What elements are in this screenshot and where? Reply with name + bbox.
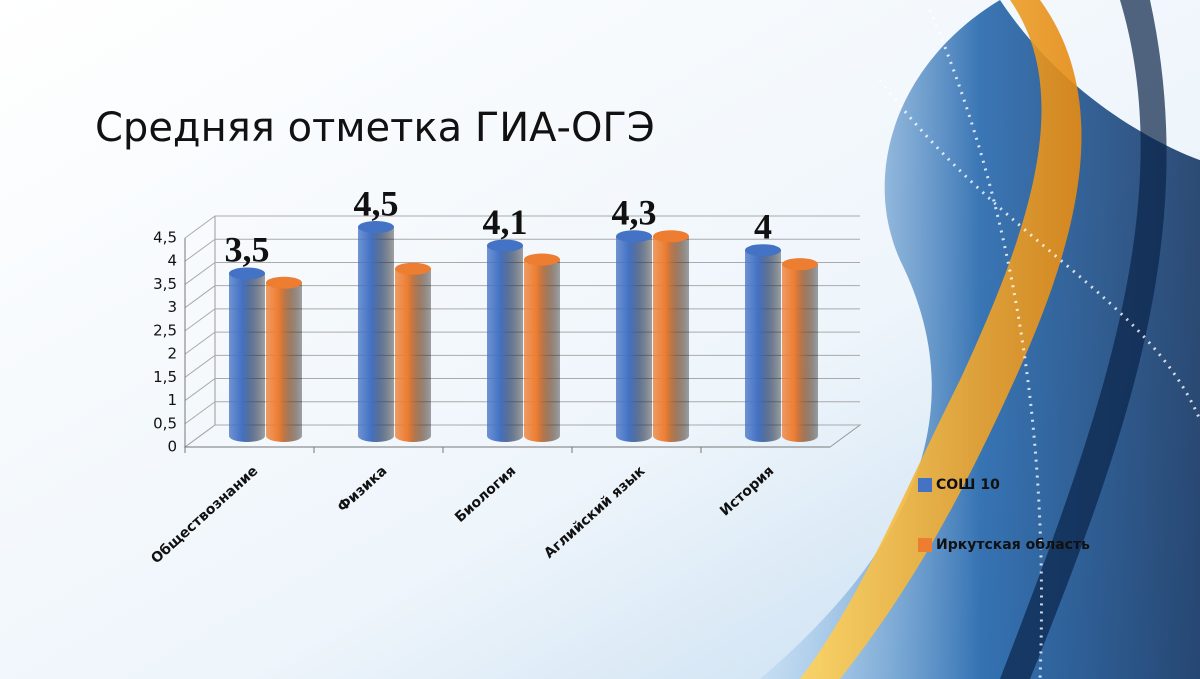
bar	[395, 268, 431, 442]
bar-top	[653, 230, 689, 243]
data-label: 4,3	[612, 193, 657, 233]
bar-top	[395, 262, 431, 275]
bar	[524, 259, 560, 442]
bar	[616, 236, 652, 442]
bar-top	[745, 244, 781, 257]
data-label: 4,5	[354, 183, 399, 223]
data-label: 4,1	[483, 202, 528, 242]
bar-top	[266, 276, 302, 289]
grid-line	[184, 215, 860, 239]
data-label: 4	[754, 206, 772, 246]
y-tick-label: 3	[167, 298, 177, 316]
decor-swirl	[800, 0, 1082, 679]
data-label: 3,5	[225, 230, 270, 270]
y-tick-label: 1,5	[153, 368, 177, 386]
y-tick-label: 0,5	[153, 414, 177, 432]
y-tick-label: 1	[167, 391, 177, 409]
bar-top	[616, 230, 652, 243]
bar	[358, 227, 394, 442]
y-tick-label: 2	[167, 345, 177, 363]
legend-swatch	[918, 478, 932, 492]
chart-title: Средняя отметка ГИА-ОГЭ	[95, 105, 655, 151]
bar	[266, 282, 302, 442]
y-tick-label: 0	[167, 438, 177, 456]
bar-top	[524, 253, 560, 266]
bar	[653, 236, 689, 442]
decor-dots	[928, 9, 1043, 679]
bar-top	[358, 221, 394, 233]
bar-top	[782, 258, 818, 271]
bar-top	[229, 267, 265, 280]
plot: 00,511,522,533,544,5Обществознание3,5Физ…	[148, 183, 1090, 567]
legend-swatch	[918, 538, 932, 552]
y-tick-label: 2,5	[153, 321, 177, 339]
bar	[782, 264, 818, 442]
y-tick-label: 4	[167, 252, 177, 270]
legend-label: СОШ 10	[936, 477, 1000, 493]
bar	[229, 273, 265, 442]
decor-swirl	[1000, 0, 1167, 679]
bar	[487, 245, 523, 442]
legend-label: Иркутская область	[936, 537, 1090, 553]
decor-dots	[878, 79, 1200, 421]
bar-top	[487, 239, 523, 252]
y-tick-label: 3,5	[153, 275, 177, 293]
bar	[745, 250, 781, 442]
y-tick-label: 4,5	[153, 229, 177, 247]
